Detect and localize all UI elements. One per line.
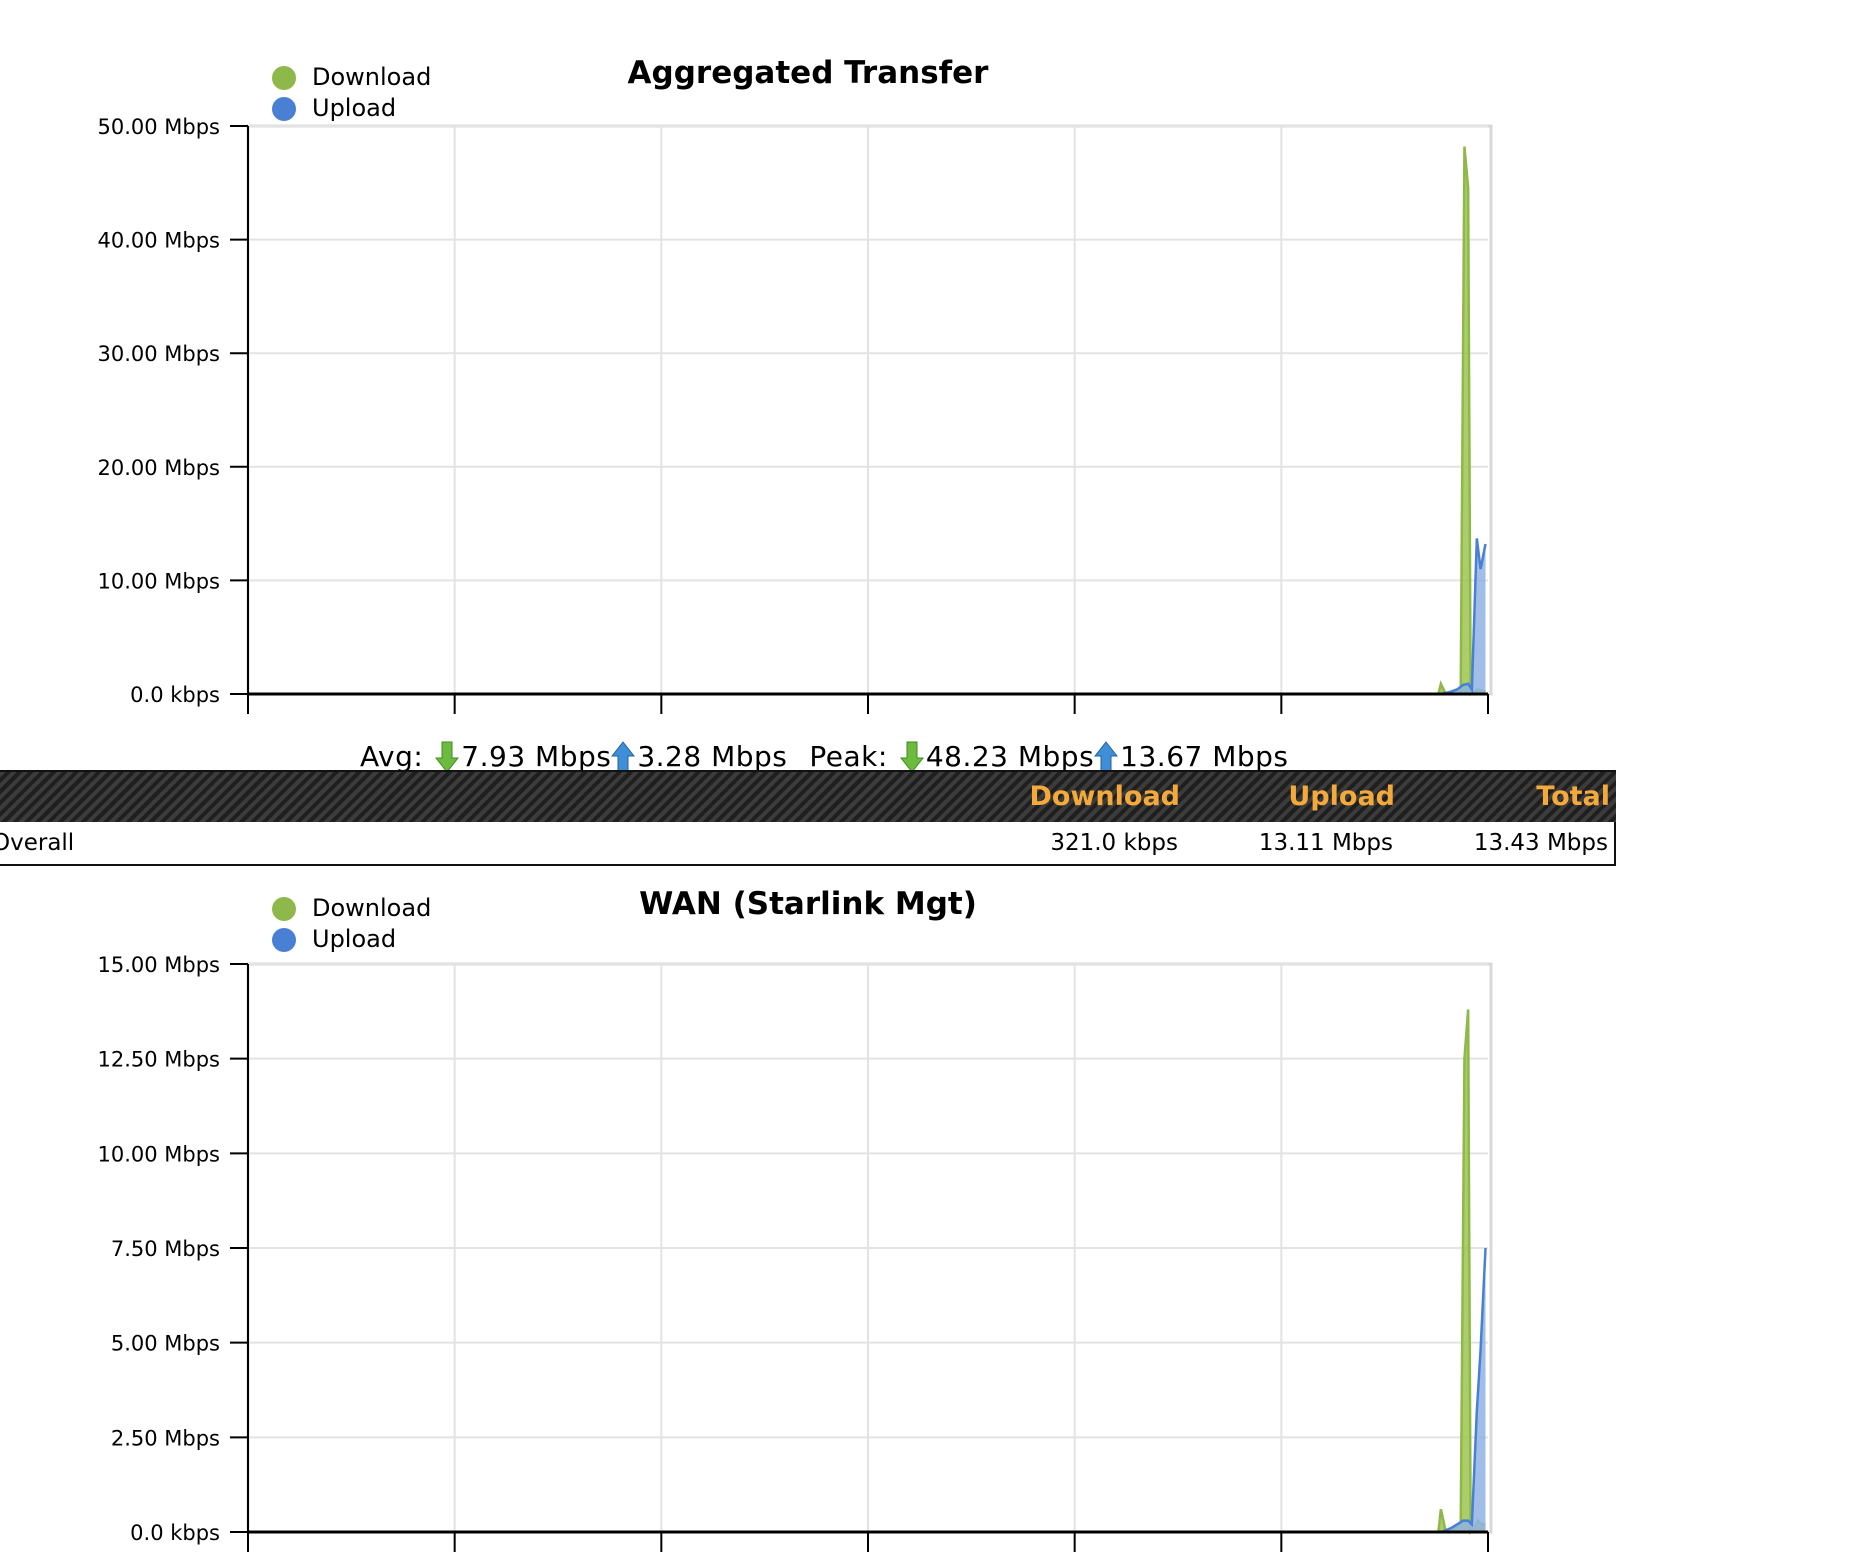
table-row: Overall 321.0 kbps 13.11 Mbps 13.43 Mbps <box>0 822 1616 866</box>
legend-item-upload: Upload <box>272 93 431 124</box>
download-dot-icon <box>272 896 296 921</box>
legend-label: Download <box>312 894 432 922</box>
upload-dot-icon <box>272 927 296 952</box>
chart-legend: Download Upload <box>272 893 431 955</box>
legend-item-download: Download <box>272 893 431 924</box>
chart-title: Aggregated Transfer <box>627 55 989 91</box>
y-tick-label: 2.50 Mbps <box>111 1426 220 1450</box>
download-arrow-icon <box>435 741 460 773</box>
legend-item-upload: Upload <box>272 924 431 955</box>
y-tick-label: 40.00 Mbps <box>97 229 220 253</box>
column-header-upload: Upload <box>1288 781 1395 812</box>
stats-bar: Avg: 7.93 Mbps 3.28 Mbps Peak: 48.23 Mbp… <box>360 740 1289 773</box>
peak-label: Peak: <box>809 740 888 773</box>
chart-title: WAN (Starlink Mgt) <box>639 886 977 922</box>
row-upload: 13.11 Mbps <box>1258 830 1393 856</box>
legend-label: Upload <box>312 94 397 122</box>
y-tick-label: 0.0 kbps <box>130 1521 220 1545</box>
row-total: 13.43 Mbps <box>1473 830 1608 856</box>
column-header-download: Download <box>1029 781 1180 812</box>
peak-download-value: 48.23 Mbps <box>925 740 1095 773</box>
peak-upload-value: 13.67 Mbps <box>1120 740 1289 773</box>
avg-label: Avg: <box>360 740 424 773</box>
y-tick-label: 7.50 Mbps <box>111 1237 220 1261</box>
y-tick-label: 10.00 Mbps <box>97 569 220 593</box>
upload-dot-icon <box>272 96 296 121</box>
row-name: Overall <box>0 830 75 856</box>
row-download: 321.0 kbps <box>1050 830 1178 856</box>
legend-item-download: Download <box>272 62 431 93</box>
legend-label: Download <box>312 63 432 91</box>
y-tick-label: 5.00 Mbps <box>111 1332 220 1356</box>
y-tick-label: 0.0 kbps <box>130 683 220 707</box>
y-tick-label: 30.00 Mbps <box>97 342 220 366</box>
y-tick-label: 12.50 Mbps <box>97 1048 220 1072</box>
avg-upload-value: 3.28 Mbps <box>637 740 788 773</box>
download-dot-icon <box>272 65 296 90</box>
download-arrow-icon <box>899 741 924 773</box>
chart-plot: 0.0 kbps 10.00 Mbps 20.00 Mbps 30.00 Mbps 40… <box>97 115 1493 714</box>
legend-label: Upload <box>312 925 397 953</box>
y-tick-label: 20.00 Mbps <box>97 456 220 480</box>
table-header: Download Upload Total <box>0 770 1616 822</box>
upload-arrow-icon <box>611 740 636 772</box>
upload-arrow-icon <box>1094 740 1119 772</box>
y-tick-label: 50.00 Mbps <box>97 115 220 139</box>
column-header-total: Total <box>1536 781 1610 812</box>
chart-legend: Download Upload <box>272 62 431 124</box>
y-tick-label: 15.00 Mbps <box>97 953 220 977</box>
avg-download-value: 7.93 Mbps <box>461 740 612 773</box>
summary-table: Download Upload Total Overall 321.0 kbps… <box>0 770 1616 866</box>
y-tick-label: 10.00 Mbps <box>97 1142 220 1166</box>
